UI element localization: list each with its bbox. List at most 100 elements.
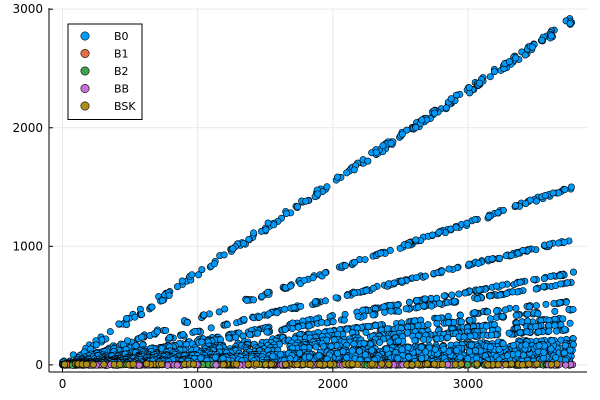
b0-point bbox=[431, 345, 439, 353]
bsk-point bbox=[61, 360, 69, 368]
b0-point bbox=[493, 282, 501, 290]
bb-point bbox=[212, 361, 220, 369]
b0-point bbox=[153, 328, 161, 336]
b0-point bbox=[448, 291, 456, 299]
bb-point bbox=[562, 361, 570, 369]
b0-point bbox=[282, 210, 290, 218]
b0-point bbox=[488, 255, 496, 263]
b0-point bbox=[442, 104, 450, 112]
b0-point bbox=[290, 303, 298, 311]
legend-marker-bsk bbox=[80, 101, 90, 111]
b0-point bbox=[457, 318, 465, 326]
b0-point bbox=[211, 353, 219, 361]
b0-point bbox=[451, 297, 459, 305]
bsk-point bbox=[518, 361, 526, 369]
b0-point bbox=[540, 274, 548, 282]
b0-point bbox=[207, 324, 215, 332]
b0-point bbox=[364, 322, 372, 330]
b0-point bbox=[372, 148, 380, 156]
b0-point bbox=[498, 281, 506, 289]
b0-point bbox=[387, 139, 395, 147]
b0-point bbox=[424, 321, 432, 329]
b0-point bbox=[327, 342, 335, 350]
b0-point bbox=[220, 251, 228, 259]
b0-point bbox=[115, 320, 123, 328]
bsk-point bbox=[326, 360, 334, 368]
b0-point bbox=[486, 73, 494, 81]
b0-point bbox=[343, 169, 351, 177]
b0-point bbox=[302, 197, 310, 205]
y-tick-label: 3000 bbox=[12, 2, 43, 16]
b0-point bbox=[106, 328, 114, 336]
b0-point bbox=[255, 313, 263, 321]
bsk-point bbox=[378, 360, 386, 368]
b0-point bbox=[499, 340, 507, 348]
b0-point bbox=[138, 333, 146, 341]
b0-point bbox=[123, 314, 131, 322]
b0-point bbox=[546, 240, 554, 248]
x-tick-label: 2000 bbox=[318, 377, 349, 391]
b0-point bbox=[466, 348, 474, 356]
b0-point bbox=[547, 32, 555, 40]
b0-point bbox=[433, 335, 441, 343]
b0-point bbox=[198, 266, 206, 274]
b0-point bbox=[223, 321, 231, 329]
b0-point bbox=[475, 286, 483, 294]
b0-point bbox=[421, 295, 429, 303]
legend-label-bsk: BSK bbox=[114, 100, 136, 113]
b0-point bbox=[431, 109, 439, 117]
b0-point bbox=[377, 249, 385, 257]
b0-point bbox=[405, 298, 413, 306]
b0-point bbox=[524, 310, 532, 318]
b0-point bbox=[474, 259, 482, 267]
bsk-point bbox=[83, 360, 91, 368]
b0-point bbox=[516, 329, 524, 337]
b0-point bbox=[471, 216, 479, 224]
b0-point bbox=[475, 79, 483, 87]
b0-point bbox=[277, 350, 285, 358]
b0-point bbox=[343, 325, 351, 333]
b0-point bbox=[229, 245, 237, 253]
b0-point bbox=[351, 258, 359, 266]
x-tick-label: 3000 bbox=[453, 377, 484, 391]
b0-point bbox=[563, 279, 571, 287]
legend-label-b1: B1 bbox=[114, 48, 129, 61]
b0-point bbox=[566, 346, 574, 354]
b0-point bbox=[131, 313, 139, 321]
b0-point bbox=[387, 307, 395, 315]
b0-point bbox=[445, 319, 453, 327]
b0-point bbox=[210, 260, 218, 268]
b0-point bbox=[461, 289, 469, 297]
b0-point bbox=[455, 290, 463, 298]
b0-point bbox=[418, 354, 426, 362]
b0-point bbox=[496, 254, 504, 262]
b0-point bbox=[293, 203, 301, 211]
b0-point bbox=[569, 305, 577, 313]
bsk-point bbox=[348, 360, 356, 368]
b0-point bbox=[348, 347, 356, 355]
b0-point bbox=[394, 354, 402, 362]
bsk-point bbox=[430, 360, 438, 368]
b0-point bbox=[465, 260, 473, 268]
b0-point bbox=[507, 251, 515, 259]
bsk-point bbox=[219, 361, 227, 369]
b0-point bbox=[404, 329, 412, 337]
b0-point bbox=[340, 316, 348, 324]
b0-point bbox=[494, 209, 502, 217]
b0-point bbox=[359, 306, 367, 314]
b0-point bbox=[463, 219, 471, 227]
y-tick-label: 0 bbox=[35, 358, 43, 372]
b0-point bbox=[444, 333, 452, 341]
bsk-point bbox=[368, 360, 376, 368]
b0-point bbox=[532, 302, 540, 310]
b0-point bbox=[420, 335, 428, 343]
b0-point bbox=[411, 336, 419, 344]
b0-point bbox=[372, 322, 380, 330]
b0-point bbox=[262, 226, 270, 234]
bsk-point bbox=[525, 360, 533, 368]
b0-point bbox=[273, 309, 281, 317]
bsk-point bbox=[116, 360, 124, 368]
b0-point bbox=[447, 95, 455, 103]
bsk-point bbox=[484, 361, 492, 369]
bsk-point bbox=[267, 360, 275, 368]
